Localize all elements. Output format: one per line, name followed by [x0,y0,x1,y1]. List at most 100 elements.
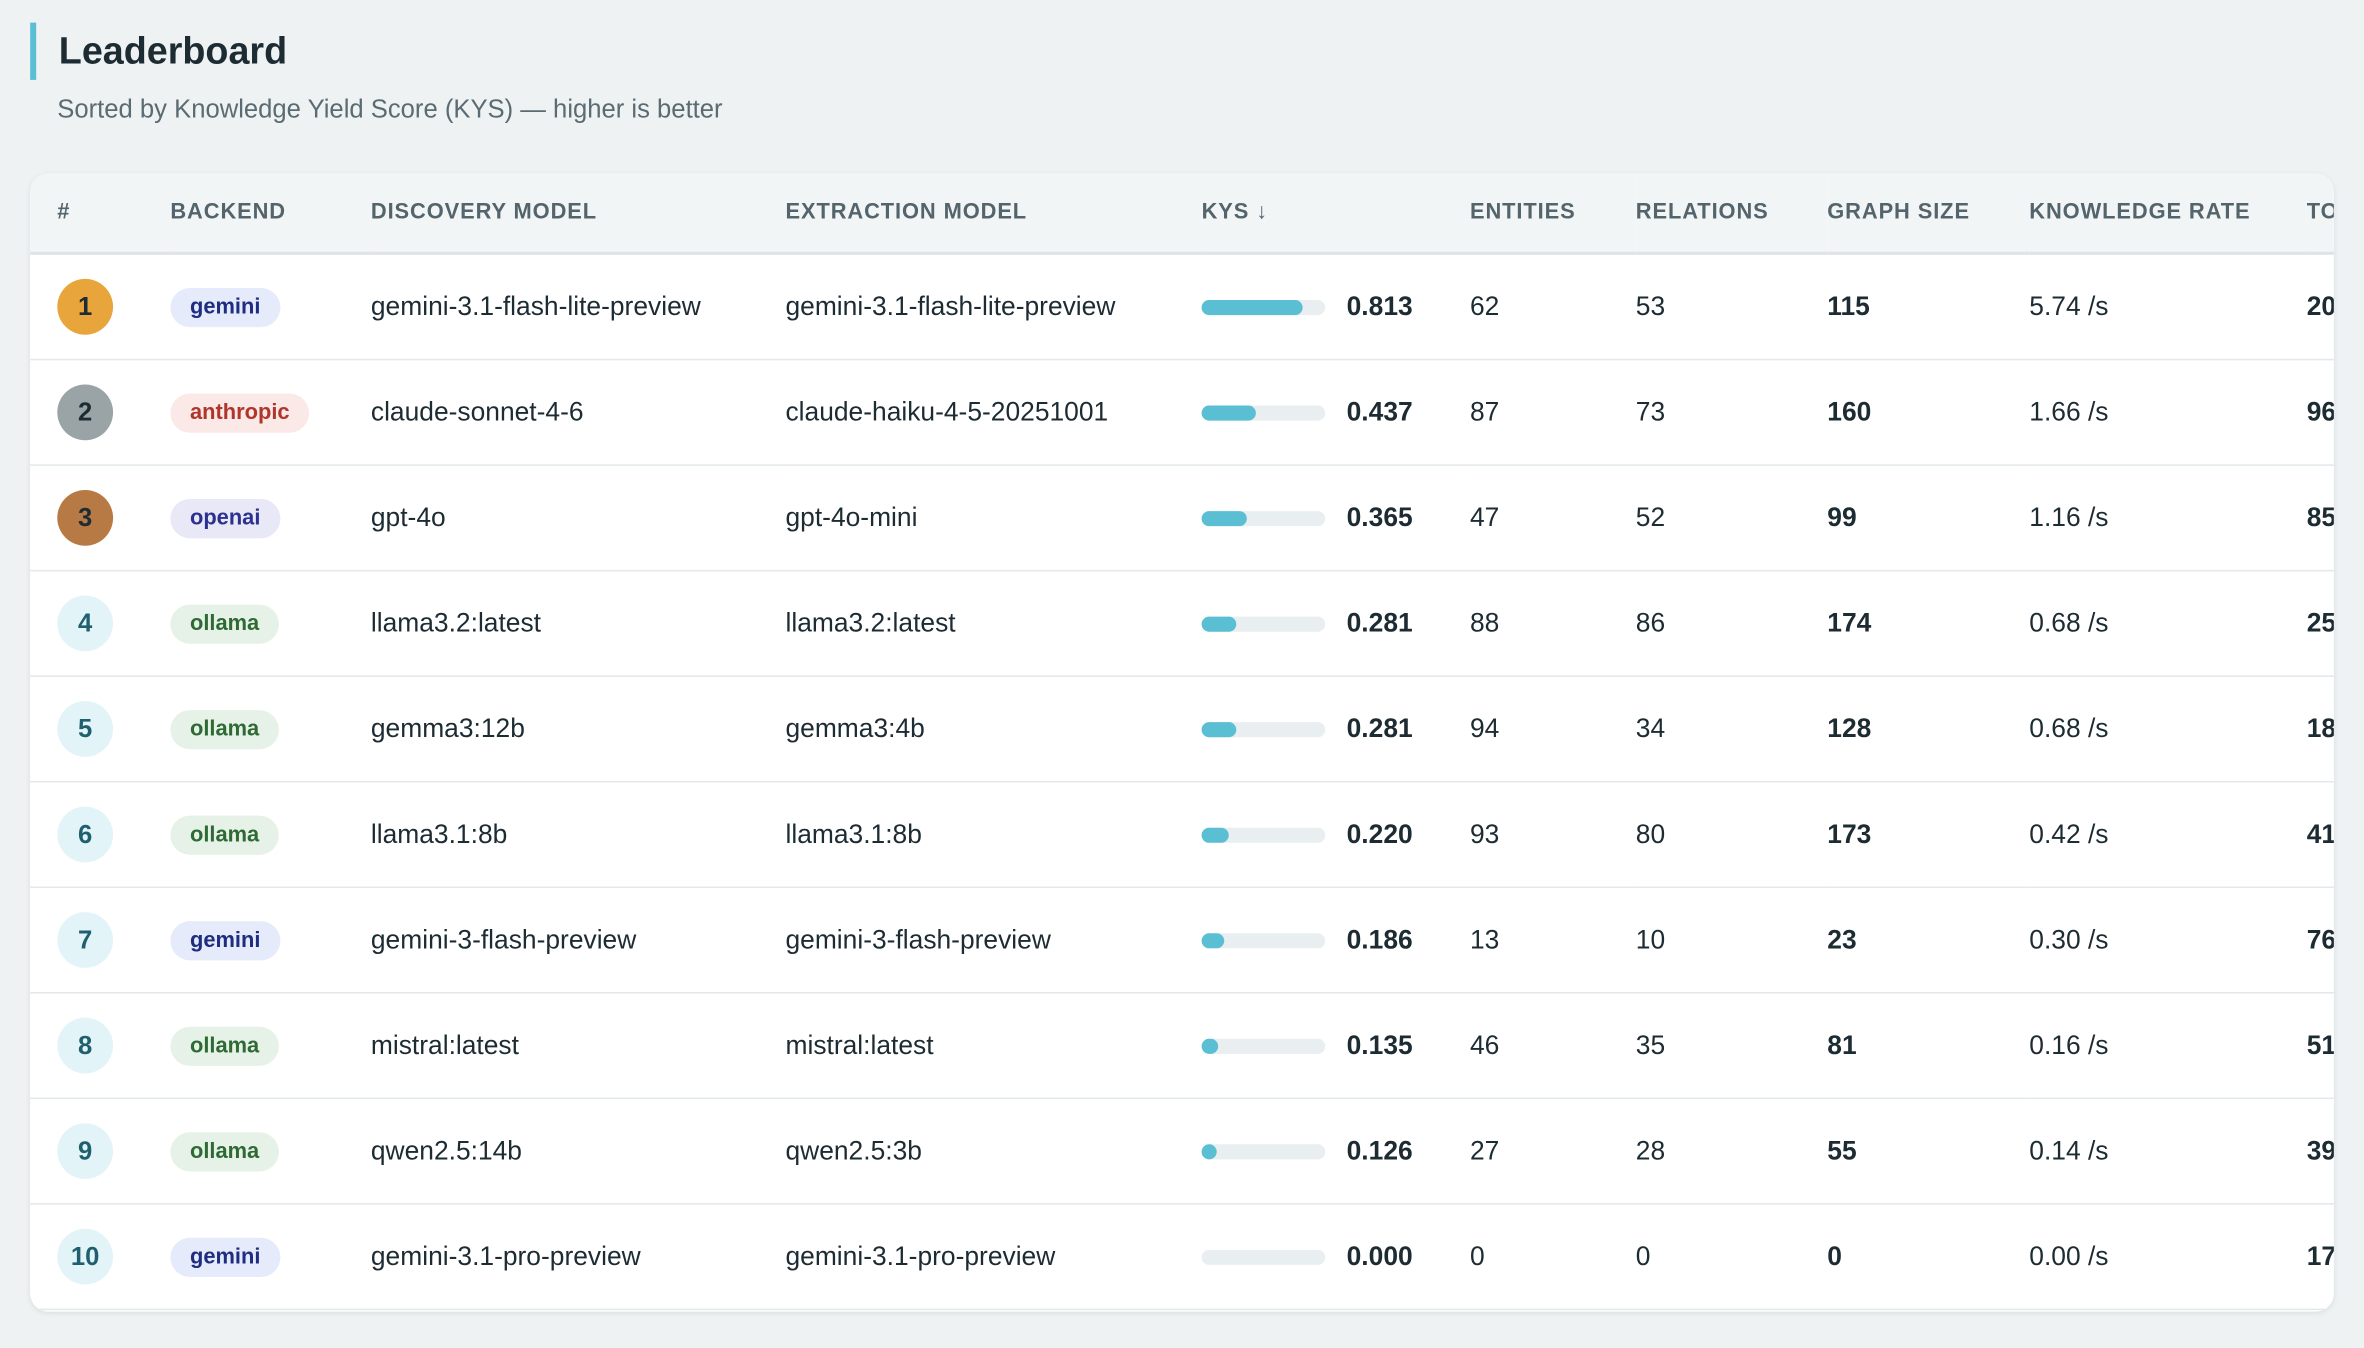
rank-cell: 5 [30,676,171,783]
kys-track [1201,1144,1326,1160]
backend-cell: gemini [170,253,371,361]
entities: 88 [1469,570,1636,677]
relations: 53 [1635,253,1828,361]
truncated-column: 17 [2306,1203,2334,1311]
rank-cell: 2 [30,359,171,466]
discovery-model: claude-sonnet-4-6 [370,359,786,466]
rank-cell: 7 [30,887,171,994]
graph-size: 55 [1827,1098,2030,1205]
table-row: 7 gemini gemini-3-flash-preview gemini-3-fl… [30,887,2334,994]
backend-cell: ollama [170,781,371,889]
extraction-model: gemini-3.1-pro-preview [785,1203,1202,1311]
rank-badge: 7 [57,912,114,968]
truncated-column: 25 [2306,570,2334,677]
extraction-model: claude-haiku-4-5-20251001 [785,359,1202,466]
discovery-model: gemini-3.1-pro-preview [370,1203,786,1311]
graph-size: 0 [1827,1203,2030,1311]
rank-cell: 3 [30,465,171,572]
kys-bar [1201,722,1237,738]
entities: 13 [1469,887,1636,994]
kys-value: 0.365 [1346,502,1413,533]
backend-cell: openai [170,465,371,572]
graph-size: 174 [1827,570,2030,677]
column-header[interactable]: DISCOVERY MODEL [370,173,786,255]
table-row: 3 openai gpt-4o gpt-4o-mini 0.365 47 52 99 1.16 … [30,465,2334,572]
table-row: 6 ollama llama3.1:8b llama3.1:8b 0.220 93 80 17… [30,781,2334,889]
knowledge-rate: 0.42 /s [2029,781,2307,889]
table-row: 2 anthropic claude-sonnet-4-6 claude-haiku-… [30,359,2334,466]
rank-badge: 8 [57,1017,114,1074]
kys-bar [1201,1038,1219,1054]
kys-track [1201,405,1326,421]
header-row: # BACKEND DISCOVERY MODEL EXTRACTION MODEL K… [30,173,2334,255]
truncated-column: 41 [2306,781,2334,889]
table-row: 5 ollama gemma3:12b gemma3:4b 0.281 94 34 128 0.… [30,676,2334,783]
backend-badge: ollama [170,1131,279,1171]
backend-cell: ollama [170,1098,371,1205]
entities: 0 [1469,1203,1636,1311]
kys-cell: 0.813 [1201,253,1470,361]
kys-bar [1201,405,1256,421]
backend-badge: gemini [170,287,281,327]
rank-badge: 10 [57,1228,114,1285]
kys-track [1201,616,1326,632]
column-header[interactable]: KYS ↓ [1201,173,1470,255]
entities: 47 [1469,465,1636,572]
truncated-column: 18 [2306,676,2334,783]
knowledge-rate: 0.68 /s [2029,676,2307,783]
column-header[interactable]: TO [2306,173,2334,255]
column-header[interactable]: KNOWLEDGE RATE [2029,173,2307,255]
entities: 46 [1469,992,1636,1100]
entities: 27 [1469,1098,1636,1205]
backend-badge: anthropic [170,392,310,432]
graph-size: 173 [1827,781,2030,889]
kys-cell: 0.365 [1201,465,1470,572]
kys-value: 0.813 [1346,291,1413,322]
kys-value: 0.126 [1346,1135,1413,1167]
entities: 62 [1469,253,1636,361]
title: Leaderboard [30,22,287,80]
backend-badge: gemini [170,1237,281,1277]
column-header[interactable]: EXTRACTION MODEL [785,173,1202,255]
table-row: 4 ollama llama3.2:latest llama3.2:latest 0.2… [30,570,2334,677]
kys-bar [1201,616,1237,632]
rank-badge: 3 [57,489,114,546]
kys-track [1201,1249,1326,1265]
rank-cell: 1 [30,253,171,361]
kys-value: 0.000 [1346,1241,1413,1272]
backend-cell: ollama [170,992,371,1100]
column-header[interactable]: GRAPH SIZE [1827,173,2030,255]
column-header[interactable]: BACKEND [170,173,371,255]
kys-bar [1201,827,1229,843]
table-body: 1 gemini gemini-3.1-flash-lite-preview gemi… [30,253,2334,1311]
backend-badge: openai [170,498,281,538]
kys-cell: 0.126 [1201,1098,1470,1205]
column-header[interactable]: # [30,173,171,255]
kys-bar [1201,933,1225,949]
entities: 87 [1469,359,1636,466]
kys-cell: 0.135 [1201,992,1470,1100]
relations: 52 [1635,465,1828,572]
kys-track [1201,510,1326,527]
relations: 0 [1635,1203,1828,1311]
relations: 10 [1635,887,1828,994]
rank-badge: 1 [57,278,114,335]
backend-cell: ollama [170,570,371,677]
entities: 93 [1469,781,1636,889]
rank-badge: 9 [57,1123,114,1179]
extraction-model: gemini-3-flash-preview [785,887,1202,994]
rank-cell: 8 [30,992,171,1100]
column-header[interactable]: ENTITIES [1469,173,1636,255]
rank-badge: 2 [57,384,114,441]
knowledge-rate: 1.66 /s [2029,359,2307,466]
table-row: 8 ollama mistral:latest mistral:latest 0.135… [30,992,2334,1100]
rank-badge: 6 [57,806,114,863]
backend-cell: gemini [170,1203,371,1311]
subtitle: Sorted by Knowledge Yield Score (KYS) — … [57,94,723,124]
truncated-column: 96 [2306,359,2334,466]
backend-badge: ollama [170,603,279,644]
rank-cell: 9 [30,1098,171,1205]
column-header[interactable]: RELATIONS [1635,173,1828,255]
